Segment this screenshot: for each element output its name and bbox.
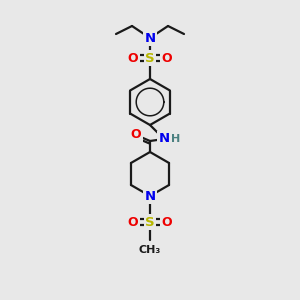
Text: N: N <box>158 133 169 146</box>
Text: N: N <box>144 32 156 44</box>
Text: O: O <box>128 215 138 229</box>
Text: CH₃: CH₃ <box>139 245 161 255</box>
Text: S: S <box>145 52 155 64</box>
Text: O: O <box>162 52 172 64</box>
Text: H: H <box>171 134 181 144</box>
Text: O: O <box>131 128 141 142</box>
Text: S: S <box>145 215 155 229</box>
Text: O: O <box>128 52 138 64</box>
Text: O: O <box>162 215 172 229</box>
Text: N: N <box>144 190 156 202</box>
